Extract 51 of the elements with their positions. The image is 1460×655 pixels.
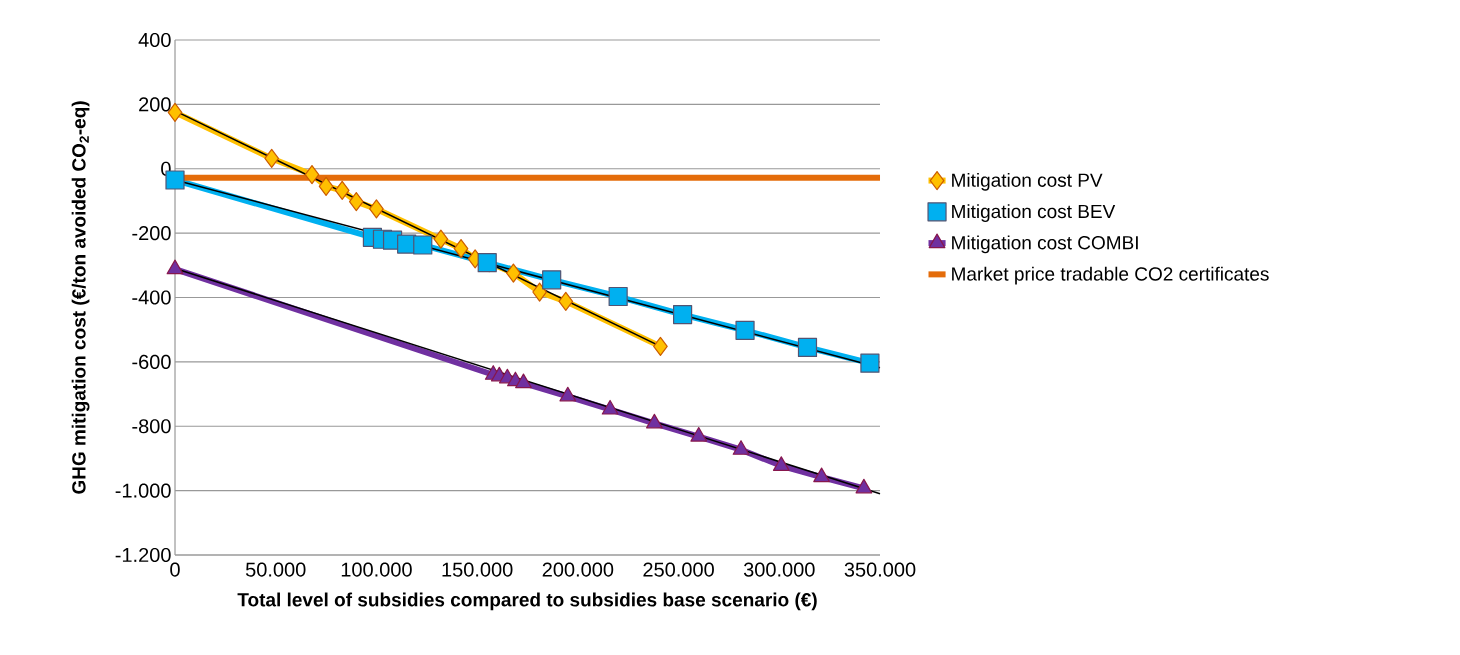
point <box>506 263 521 283</box>
point <box>304 164 320 185</box>
y-tick-label: -1.200 <box>115 547 171 563</box>
x-tick-label: 200.000 <box>542 562 614 577</box>
point <box>559 386 577 402</box>
x-tick-label: 300.000 <box>743 562 815 577</box>
y-tick-label: -600 <box>132 354 171 369</box>
point <box>558 291 574 311</box>
x-tick-label: 350.000 <box>844 562 916 577</box>
point <box>318 176 334 197</box>
point <box>860 353 880 373</box>
legend-label: Mitigation cost PV <box>952 172 1103 191</box>
point <box>264 148 280 169</box>
y-tick-label: 200 <box>139 97 171 112</box>
legend-label: Market price tradable CO2 certificates <box>952 266 1269 285</box>
y-tick-label: -200 <box>132 226 171 241</box>
point <box>601 399 619 415</box>
point <box>813 467 830 483</box>
point <box>369 199 384 219</box>
point <box>532 282 547 302</box>
x-axis-title: Total level of subsidies compared to subsidies base scenario (€) <box>237 592 817 611</box>
point <box>855 478 873 494</box>
point <box>797 337 818 357</box>
point <box>653 336 668 357</box>
point <box>453 238 469 259</box>
x-tick-label: 50.000 <box>245 562 306 577</box>
y-axis-title: GHG mitigation cost (€/ton avoided CO$_{2}$-eq) <box>71 101 90 494</box>
x-tick-label: 100.000 <box>341 562 412 577</box>
point <box>433 229 449 249</box>
point <box>690 426 708 442</box>
point <box>772 456 790 471</box>
point <box>646 413 663 429</box>
legend-label: Mitigation cost COMBI <box>952 235 1138 254</box>
point <box>166 259 184 275</box>
y-tick-label: -800 <box>132 419 171 434</box>
point <box>334 180 350 200</box>
point <box>413 235 433 255</box>
x-tick-label: 250.000 <box>643 562 714 577</box>
point <box>732 440 750 455</box>
point <box>673 304 693 325</box>
point <box>515 373 532 389</box>
point <box>477 253 497 273</box>
y-tick-label: 400 <box>138 32 171 48</box>
point <box>348 191 364 212</box>
point <box>608 286 628 307</box>
point <box>542 270 562 290</box>
y-tick-label: -1.000 <box>115 483 171 498</box>
x-tick-label: 150.000 <box>442 562 513 577</box>
y-tick-label: -400 <box>132 290 171 305</box>
legend-label: Mitigation cost BEV <box>952 204 1116 222</box>
point <box>735 320 755 340</box>
